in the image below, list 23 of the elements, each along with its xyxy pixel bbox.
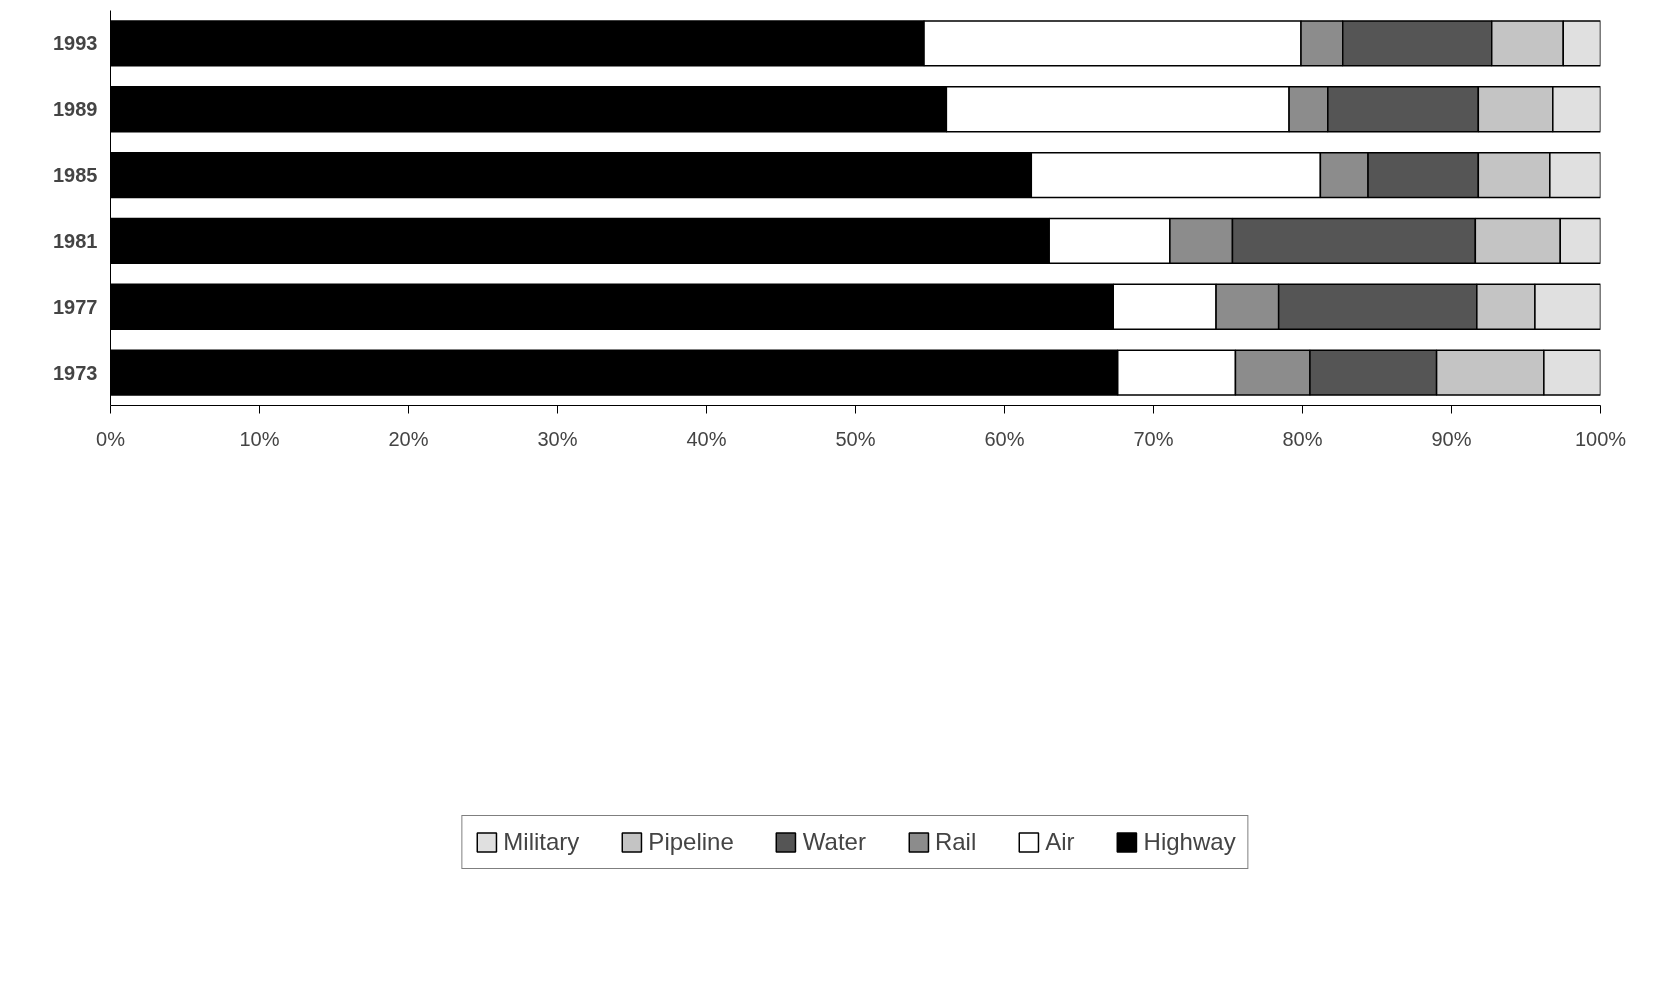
x-tick-label: 70% [1133, 427, 1174, 450]
x-tick-label: 100% [1574, 427, 1627, 450]
x-tick-label: 80% [1282, 427, 1323, 450]
x-tick-label: 90% [1431, 427, 1472, 450]
y-tick-label: 1977 [53, 295, 98, 318]
legend-label: Pipeline [648, 828, 734, 856]
legend-label: Military [503, 828, 580, 856]
y-tick-label: 1985 [53, 164, 98, 187]
y-tick-label: 1981 [53, 229, 98, 252]
legend-label: Rail [934, 828, 977, 856]
x-tick-label: 30% [537, 427, 578, 450]
x-tick-label: 40% [686, 427, 727, 450]
x-tick-label: 20% [388, 427, 429, 450]
legend-label: Highway [1143, 828, 1236, 856]
y-tick-label: 1989 [53, 98, 98, 121]
y-tick-label: 1993 [53, 32, 98, 55]
legend-label: Water [802, 828, 866, 856]
x-tick-label: 50% [835, 427, 876, 450]
x-tick-label: 0% [96, 427, 126, 450]
x-tick-label: 60% [984, 427, 1025, 450]
y-tick-label: 1973 [53, 361, 98, 384]
x-tick-label: 10% [239, 427, 280, 450]
legend-label: Air [1045, 828, 1075, 856]
